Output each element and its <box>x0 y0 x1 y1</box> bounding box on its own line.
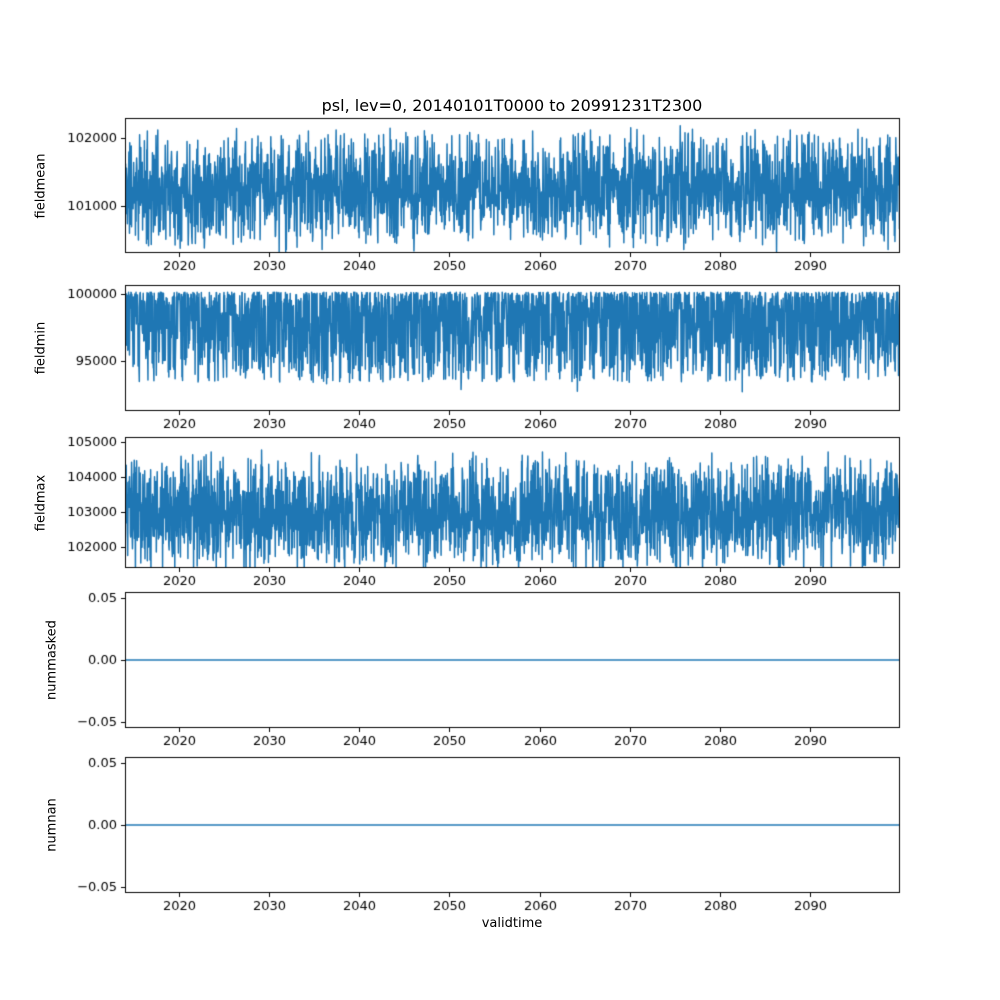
y-axis-label-nummasked: nummasked <box>44 620 60 700</box>
figure-title: psl, lev=0, 20140101T0000 to 20991231T23… <box>321 96 703 115</box>
y-axis-label-fieldmin: fieldmin <box>33 321 49 375</box>
y-axis-label-fieldmean: fieldmean <box>33 153 49 219</box>
x-axis-label: validtime <box>481 916 543 931</box>
y-axis-label-fieldmax: fieldmax <box>33 474 49 532</box>
y-axis-label-numnan: numnan <box>44 798 60 852</box>
